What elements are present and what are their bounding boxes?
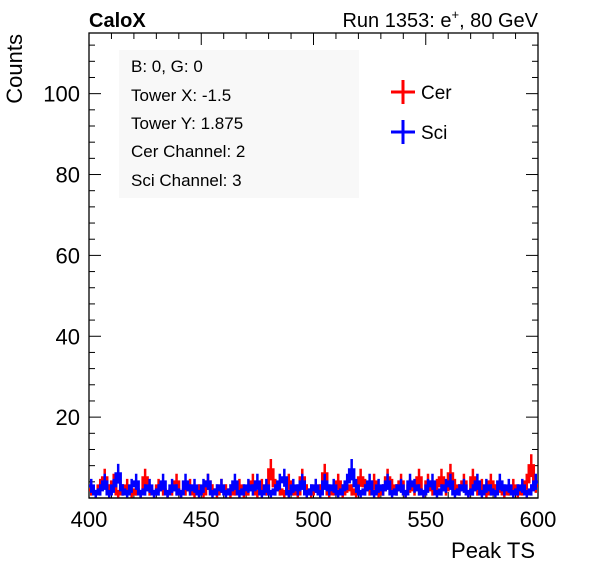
x-tick-label: 500	[295, 507, 332, 532]
x-axis-title: Peak TS	[451, 538, 535, 563]
series-layer	[89, 454, 538, 499]
y-tick-label: 100	[43, 82, 80, 107]
x-tick-label: 400	[71, 507, 108, 532]
legend-label-cer: Cer	[421, 83, 452, 104]
y-tick-label: 40	[56, 324, 80, 349]
x-axis: 400 450 500 550 600	[71, 33, 557, 532]
y-axis-title: Counts	[2, 34, 27, 104]
run-label-superscript: +	[451, 7, 459, 22]
experiment-label: CaloX	[89, 10, 146, 32]
info-line: Tower Y: 1.875	[131, 114, 243, 133]
y-axis: 20 40 60 80 100	[43, 44, 538, 483]
series-line	[89, 468, 538, 496]
legend: Cer Sci	[391, 80, 452, 144]
info-line: Tower X: -1.5	[131, 86, 231, 105]
info-line: Cer Channel: 2	[131, 142, 245, 161]
legend-entry-cer: Cer	[391, 80, 452, 104]
info-line: B: 0, G: 0	[131, 57, 203, 76]
series-sci	[89, 458, 538, 498]
legend-entry-sci: Sci	[391, 120, 447, 144]
run-label-prefix: Run 1353: e	[342, 10, 451, 32]
legend-label-sci: Sci	[421, 123, 447, 144]
x-tick-label: 550	[407, 507, 444, 532]
x-tick-label: 600	[520, 507, 557, 532]
x-tick-label: 450	[183, 507, 220, 532]
y-tick-label: 60	[56, 243, 80, 268]
info-line: Sci Channel: 3	[131, 171, 242, 190]
info-lines: B: 0, G: 0 Tower X: -1.5 Tower Y: 1.875 …	[131, 57, 245, 190]
info-box	[119, 50, 359, 198]
run-label: Run 1353: e+, 80 GeV	[342, 7, 538, 32]
y-tick-label: 80	[56, 163, 80, 188]
run-label-suffix: , 80 GeV	[459, 10, 539, 32]
y-tick-label: 20	[56, 405, 80, 430]
